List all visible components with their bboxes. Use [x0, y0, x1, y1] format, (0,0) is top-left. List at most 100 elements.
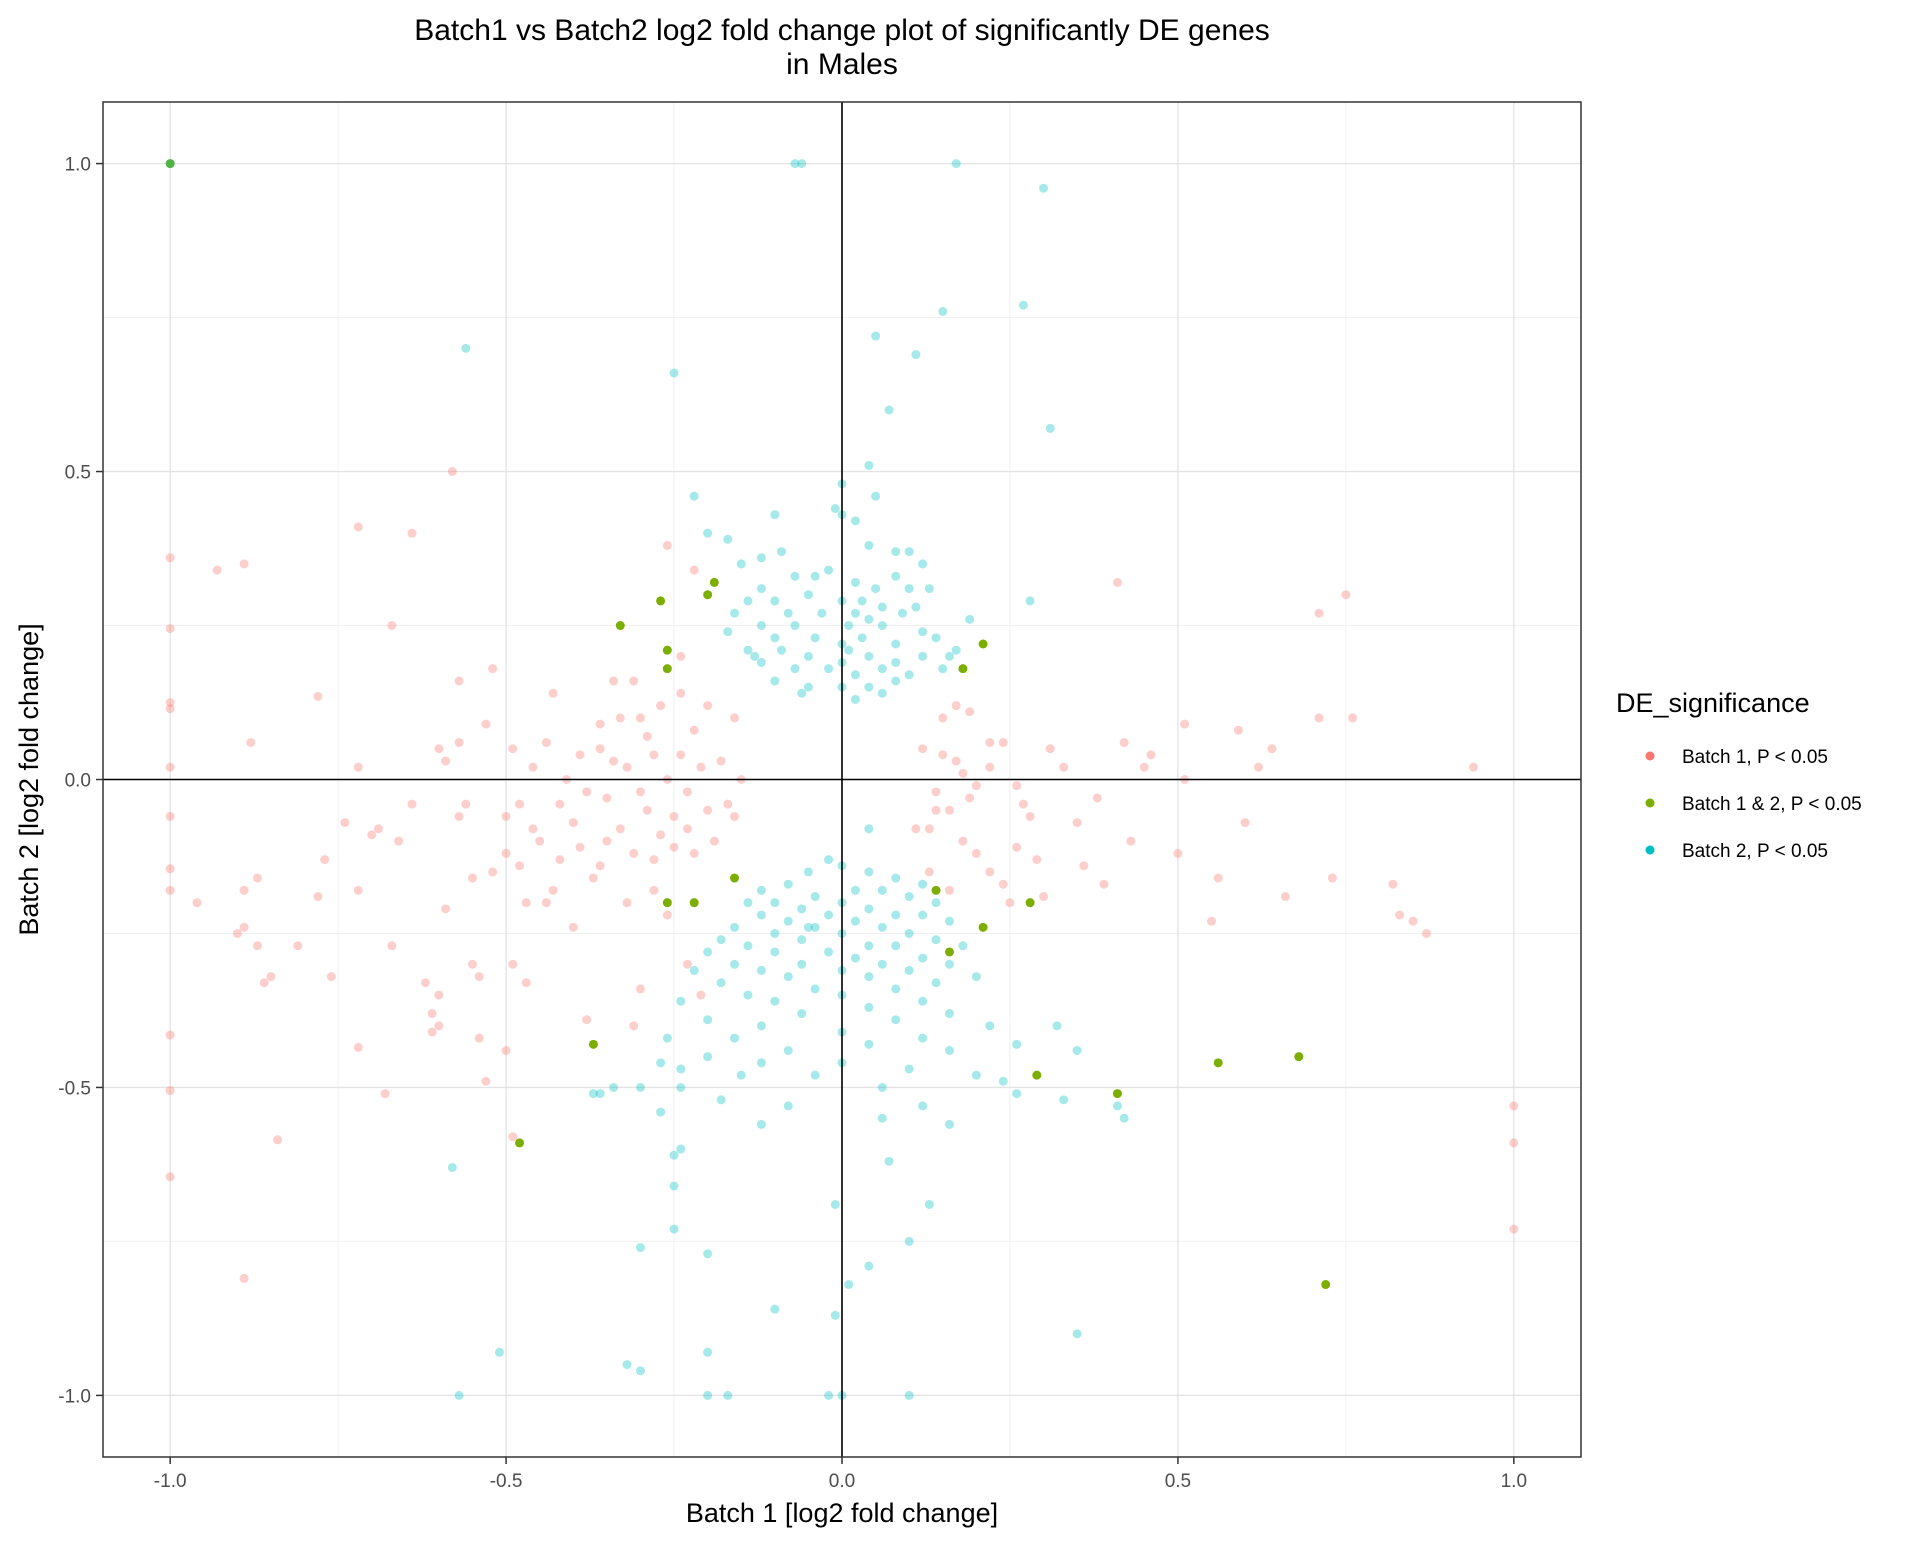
point-batch-1-p-0-05 [548, 688, 558, 698]
point-batch-2-p-0-05 [924, 584, 934, 594]
point-batch-2-p-0-05 [830, 1199, 840, 1209]
point-batch-1-2-p-0-05 [165, 159, 175, 169]
point-batch-1-p-0-05 [682, 824, 692, 834]
point-batch-1-p-0-05 [703, 805, 713, 815]
point-batch-2-p-0-05 [884, 405, 894, 415]
point-batch-2-p-0-05 [824, 947, 834, 957]
point-batch-1-p-0-05 [575, 750, 585, 760]
point-batch-1-p-0-05 [1408, 916, 1418, 926]
point-batch-2-p-0-05 [730, 959, 740, 969]
point-batch-2-p-0-05 [877, 664, 887, 674]
point-batch-1-p-0-05 [615, 713, 625, 723]
point-batch-2-p-0-05 [864, 941, 874, 951]
point-batch-2-p-0-05 [958, 941, 968, 951]
point-batch-1-p-0-05 [468, 959, 477, 969]
point-batch-2-p-0-05 [904, 928, 914, 938]
point-batch-2-p-0-05 [918, 559, 928, 569]
point-batch-1-p-0-05 [165, 698, 175, 708]
point-batch-1-p-0-05 [541, 738, 551, 748]
point-batch-2-p-0-05 [783, 972, 793, 982]
point-batch-1-p-0-05 [515, 799, 525, 809]
point-batch-1-p-0-05 [730, 811, 740, 821]
point-batch-1-2-p-0-05 [730, 873, 740, 883]
point-batch-2-p-0-05 [891, 657, 901, 667]
point-batch-1-p-0-05 [575, 842, 585, 852]
point-batch-2-p-0-05 [770, 928, 780, 938]
point-batch-1-p-0-05 [1032, 855, 1042, 865]
point-batch-1-p-0-05 [1233, 725, 1243, 735]
point-batch-2-p-0-05 [777, 645, 787, 655]
x-tick-label: -1.0 [154, 1471, 187, 1492]
point-batch-1-2-p-0-05 [1112, 1089, 1122, 1099]
point-batch-1-p-0-05 [387, 621, 397, 631]
point-batch-1-p-0-05 [232, 928, 242, 938]
point-batch-1-p-0-05 [649, 750, 659, 760]
point-batch-2-p-0-05 [850, 694, 860, 704]
point-batch-2-p-0-05 [844, 645, 854, 655]
point-batch-2-p-0-05 [871, 584, 881, 594]
point-batch-1-p-0-05 [985, 867, 995, 877]
point-batch-1-p-0-05 [1079, 861, 1089, 871]
point-batch-1-p-0-05 [676, 651, 686, 661]
point-batch-1-p-0-05 [434, 1021, 444, 1031]
point-batch-2-p-0-05 [797, 688, 807, 698]
point-batch-1-p-0-05 [1207, 916, 1216, 926]
point-batch-1-p-0-05 [629, 676, 639, 686]
point-batch-2-p-0-05 [730, 1033, 740, 1043]
point-batch-2-p-0-05 [656, 1107, 666, 1117]
y-tick-label: 0.0 [65, 771, 91, 792]
point-batch-1-p-0-05 [373, 824, 383, 834]
point-batch-2-p-0-05 [783, 916, 793, 926]
point-batch-2-p-0-05 [904, 1390, 914, 1400]
point-batch-1-p-0-05 [568, 922, 578, 932]
point-batch-1-p-0-05 [165, 762, 175, 772]
point-batch-2-p-0-05 [783, 1101, 793, 1111]
point-batch-2-p-0-05 [904, 965, 914, 975]
point-batch-1-p-0-05 [629, 848, 639, 858]
point-batch-1-p-0-05 [642, 731, 652, 741]
point-batch-2-p-0-05 [918, 1101, 928, 1111]
point-batch-1-p-0-05 [1327, 873, 1337, 883]
point-batch-1-p-0-05 [1045, 744, 1055, 754]
point-batch-1-p-0-05 [1280, 892, 1290, 902]
point-batch-1-p-0-05 [501, 1046, 511, 1055]
point-batch-1-p-0-05 [1509, 1138, 1519, 1148]
point-batch-1-p-0-05 [488, 664, 498, 674]
point-batch-1-p-0-05 [353, 522, 363, 532]
point-batch-1-p-0-05 [165, 1030, 175, 1040]
data-points [165, 159, 1519, 1400]
point-batch-2-p-0-05 [864, 1261, 874, 1271]
x-axis-label: Batch 1 [log2 fold change] [686, 1498, 998, 1528]
point-batch-1-p-0-05 [246, 738, 256, 748]
point-batch-2-p-0-05 [797, 1009, 807, 1019]
point-batch-2-p-0-05 [891, 571, 901, 581]
point-batch-1-p-0-05 [622, 762, 632, 772]
point-batch-1-p-0-05 [676, 750, 686, 760]
point-batch-2-p-0-05 [703, 528, 713, 538]
point-batch-2-p-0-05 [810, 1070, 820, 1080]
point-batch-2-p-0-05 [924, 1199, 934, 1209]
point-batch-2-p-0-05 [669, 368, 679, 378]
point-batch-2-p-0-05 [770, 947, 780, 957]
legend-key [1645, 845, 1655, 855]
point-batch-2-p-0-05 [904, 892, 914, 902]
point-batch-2-p-0-05 [864, 540, 874, 550]
point-batch-1-p-0-05 [642, 805, 652, 815]
point-batch-1-p-0-05 [515, 861, 525, 871]
point-batch-2-p-0-05 [635, 1366, 645, 1376]
point-batch-1-p-0-05 [407, 528, 417, 538]
chart-title: Batch1 vs Batch2 log2 fold change plot o… [414, 14, 1270, 81]
point-batch-1-2-p-0-05 [978, 922, 988, 932]
x-axis-ticks: -1.0 -0.5 0.0 0.5 1.0 [154, 1457, 1527, 1492]
point-batch-2-p-0-05 [703, 947, 713, 957]
point-batch-2-p-0-05 [931, 898, 941, 908]
point-batch-2-p-0-05 [770, 898, 780, 908]
point-batch-2-p-0-05 [850, 916, 860, 926]
point-batch-1-p-0-05 [239, 885, 249, 895]
point-batch-2-p-0-05 [622, 1360, 632, 1370]
point-batch-1-p-0-05 [971, 781, 981, 791]
point-batch-1-p-0-05 [938, 713, 948, 723]
point-batch-2-p-0-05 [703, 1015, 713, 1025]
point-batch-1-p-0-05 [488, 867, 498, 877]
point-batch-1-2-p-0-05 [944, 947, 954, 957]
